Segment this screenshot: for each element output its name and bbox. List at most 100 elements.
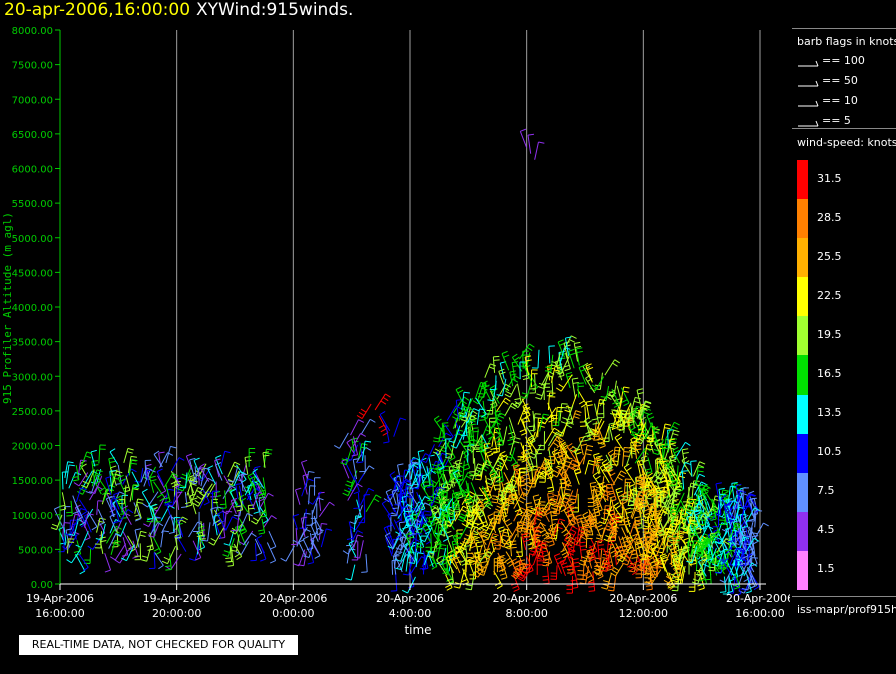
- wind-barb: [630, 410, 641, 431]
- wind-barb: [110, 540, 122, 555]
- wind-barb: [300, 516, 308, 538]
- wind-barb: [280, 545, 295, 562]
- wind-barb: [53, 506, 64, 527]
- wind-barb: [345, 564, 356, 581]
- wind-barb: [292, 513, 299, 530]
- wind-barb: [123, 475, 131, 493]
- wind-barb: [156, 468, 164, 485]
- wind-barb: [670, 492, 685, 511]
- wind-barb: [221, 499, 236, 515]
- wind-barb: [386, 524, 395, 546]
- wind-barb: [544, 427, 560, 444]
- wind-barb: [521, 532, 530, 551]
- wind-barb: [415, 496, 431, 513]
- speed-value-label: 1.5: [817, 562, 835, 576]
- wind-barb: [646, 412, 655, 433]
- wind-barb: [617, 493, 628, 514]
- wind-barb: [165, 501, 173, 520]
- wind-barb: [664, 421, 680, 440]
- wind-barb: [458, 406, 474, 422]
- wind-barb: [579, 541, 587, 560]
- wind-barb: [536, 556, 544, 575]
- wind-barb: [632, 524, 642, 544]
- wind-barb: [97, 509, 105, 526]
- wind-barb: [510, 486, 518, 505]
- wind-barb: [622, 446, 631, 467]
- y-tick-label: 1000.00: [12, 511, 53, 522]
- speed-swatch: [797, 199, 808, 239]
- wind-barb: [75, 507, 87, 524]
- wind-barb: [467, 557, 476, 575]
- wind-barb: [184, 491, 193, 508]
- y-tick-label: 2000.00: [12, 442, 53, 453]
- wind-barb: [643, 444, 654, 464]
- wind-barb: [358, 506, 366, 524]
- wind-barb: [743, 522, 754, 538]
- wind-barb: [555, 406, 564, 426]
- wind-barb: [306, 510, 313, 526]
- wind-barb: [529, 471, 536, 488]
- wind-barbs: [50, 128, 769, 597]
- wind-barb: [646, 534, 659, 554]
- wind-barb: [82, 521, 91, 541]
- wind-barb: [200, 467, 211, 487]
- wind-barb: [113, 492, 120, 510]
- wind-barb: [383, 525, 393, 545]
- wind-barb: [402, 576, 416, 594]
- wind-barb: [168, 514, 176, 534]
- legend-panel: barb flags in knots == 100 == 50 == 10 == 5…: [792, 28, 896, 624]
- wind-barb: [578, 549, 591, 566]
- wind-barb: [688, 572, 696, 592]
- wind-barb: [608, 537, 619, 558]
- wind-barb: [660, 554, 669, 577]
- wind-barb: [189, 457, 196, 479]
- wind-barb: [686, 519, 697, 535]
- wind-barb: [541, 371, 555, 386]
- wind-barb: [175, 491, 183, 511]
- wind-barb: [735, 483, 742, 504]
- wind-barb: [560, 441, 571, 460]
- wind-barb: [723, 502, 732, 521]
- y-tick-label: 4000.00: [12, 303, 53, 314]
- wind-barb: [147, 523, 160, 538]
- wind-barb: [648, 496, 657, 513]
- x-tick-labels: 19-Apr-2006 16:00:00 19-Apr-2006 20:00:00 20…: [26, 584, 790, 620]
- wind-barb: [673, 508, 683, 525]
- wind-barb: [358, 465, 375, 482]
- legend-separator: [792, 28, 896, 29]
- wind-barb: [78, 553, 89, 572]
- wind-barb: [307, 546, 315, 565]
- wind-barb: [709, 503, 717, 521]
- wind-barb: [589, 481, 598, 500]
- wind-barb: [238, 494, 249, 513]
- legend-separator: [792, 128, 896, 129]
- wind-barb: [547, 492, 555, 511]
- wind-barb: [662, 530, 674, 546]
- wind-barb: [135, 530, 147, 549]
- wind-barb: [575, 347, 583, 366]
- wind-barb: [613, 446, 622, 463]
- wind-barb: [431, 486, 445, 506]
- wind-barb: [550, 565, 558, 580]
- wind-barb: [638, 468, 646, 488]
- wind-barb: [613, 502, 623, 519]
- wind-barb: [744, 527, 753, 546]
- wind-barb: [351, 541, 359, 561]
- y-tick-label: 7500.00: [12, 61, 53, 72]
- wind-barb: [423, 550, 435, 565]
- wind-barb: [346, 548, 356, 564]
- barb-legend-item: == 5: [798, 114, 851, 127]
- wind-barb: [476, 510, 485, 530]
- wind-barb: [664, 443, 676, 461]
- wind-barb: [615, 504, 624, 522]
- wind-barb: [573, 468, 582, 485]
- wind-barb: [353, 540, 364, 559]
- wind-barb: [391, 489, 398, 505]
- wind-barb: [438, 424, 446, 442]
- wind-barb: [466, 408, 480, 424]
- wind-barb: [74, 504, 84, 523]
- wind-barb: [134, 543, 142, 561]
- wind-barb: [216, 511, 227, 531]
- wind-barb: [133, 502, 142, 522]
- wind-barb: [572, 537, 582, 554]
